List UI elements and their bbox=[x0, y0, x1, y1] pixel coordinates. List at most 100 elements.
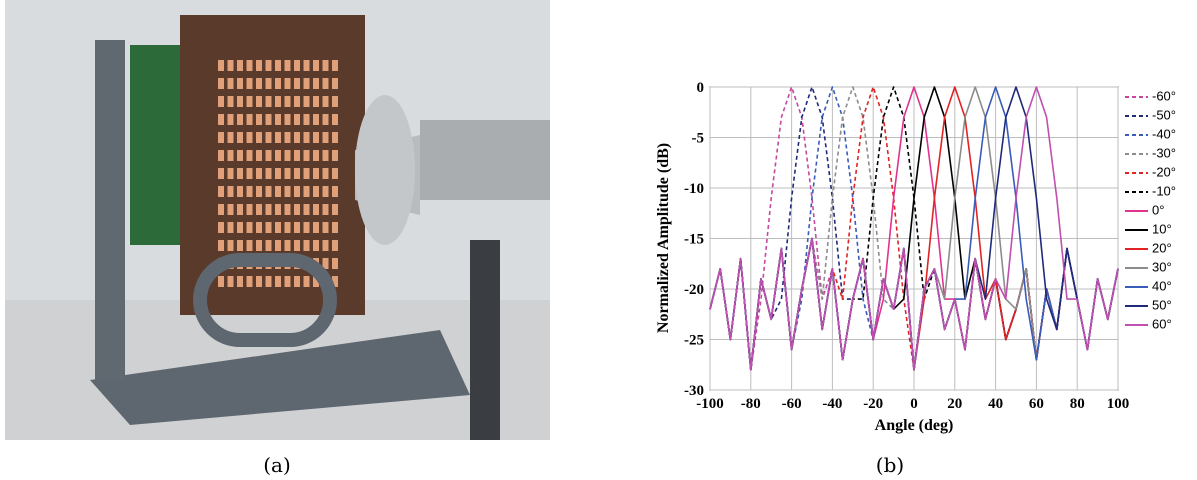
antenna-element bbox=[218, 168, 224, 179]
antenna-element bbox=[246, 186, 253, 197]
antenna-element bbox=[227, 276, 234, 287]
x-tick-label: 60 bbox=[1029, 396, 1044, 412]
antenna-element bbox=[237, 168, 243, 179]
legend: -60° -50° -40° -30° -20° -10° 0° 10° 20° 30° 40° 50… bbox=[1125, 88, 1176, 331]
antenna-element bbox=[303, 222, 310, 233]
legend-label: -50° bbox=[1152, 107, 1176, 122]
antenna-element bbox=[265, 114, 272, 125]
legend-label: -30° bbox=[1152, 145, 1176, 160]
antenna-element bbox=[313, 222, 319, 233]
antenna-element bbox=[237, 60, 243, 71]
antenna-element bbox=[246, 78, 253, 89]
caption-a: (a) bbox=[263, 453, 291, 477]
antenna-element bbox=[332, 222, 338, 233]
antenna-element bbox=[265, 78, 272, 89]
antenna-element bbox=[218, 150, 224, 161]
y-tick-label: -20 bbox=[684, 282, 704, 298]
antenna-element bbox=[275, 132, 281, 143]
antenna-element bbox=[218, 240, 224, 251]
antenna-element bbox=[294, 186, 300, 197]
antenna-element bbox=[265, 204, 272, 215]
antenna-element bbox=[218, 222, 224, 233]
y-tick-label: -30 bbox=[684, 383, 704, 399]
lines bbox=[709, 86, 1119, 371]
antenna-element bbox=[303, 186, 310, 197]
y-axis-label: Normalized Amplitude (dB) bbox=[655, 143, 672, 333]
antenna-element bbox=[227, 114, 234, 125]
antenna-element bbox=[265, 240, 272, 251]
antenna-element bbox=[237, 222, 243, 233]
antenna-element bbox=[256, 276, 262, 287]
antenna-element bbox=[313, 240, 319, 251]
legend-label: -40° bbox=[1152, 126, 1176, 141]
antenna-element bbox=[313, 132, 319, 143]
legend-label: -60° bbox=[1152, 88, 1176, 103]
antenna-element bbox=[275, 96, 281, 107]
antenna-element bbox=[322, 114, 329, 125]
antenna-element bbox=[256, 222, 262, 233]
antenna-element bbox=[227, 150, 234, 161]
antenna-element bbox=[332, 114, 338, 125]
antenna-element bbox=[265, 96, 272, 107]
antenna-element bbox=[313, 96, 319, 107]
antenna-element bbox=[313, 168, 319, 179]
antenna-element bbox=[322, 258, 329, 269]
legend-label: 40° bbox=[1152, 278, 1172, 293]
antenna-element bbox=[246, 240, 253, 251]
antenna-element bbox=[218, 132, 224, 143]
legend-label: -20° bbox=[1152, 164, 1176, 179]
legend-label: 20° bbox=[1152, 240, 1172, 255]
antenna-array bbox=[218, 60, 338, 287]
antenna-element bbox=[227, 240, 234, 251]
antenna-element bbox=[294, 78, 300, 89]
x-tick-label: 80 bbox=[1070, 396, 1085, 412]
photo bbox=[5, 0, 550, 440]
antenna-element bbox=[284, 132, 291, 143]
antenna-element bbox=[284, 60, 291, 71]
antenna-element bbox=[313, 78, 319, 89]
antenna-element bbox=[256, 114, 262, 125]
y-tick-label: -25 bbox=[684, 333, 704, 349]
antenna-element bbox=[322, 204, 329, 215]
legend-label: 0° bbox=[1152, 202, 1164, 217]
legend-label: -10° bbox=[1152, 183, 1176, 198]
antenna-element bbox=[294, 168, 300, 179]
antenna-element bbox=[256, 204, 262, 215]
antenna-element bbox=[256, 186, 262, 197]
antenna-element bbox=[275, 204, 281, 215]
antenna-element bbox=[246, 222, 253, 233]
antenna-element bbox=[275, 150, 281, 161]
antenna-element bbox=[237, 276, 243, 287]
series-line bbox=[709, 86, 1119, 371]
antenna-element bbox=[227, 78, 234, 89]
antenna-element bbox=[246, 204, 253, 215]
caption-b: (b) bbox=[876, 453, 904, 477]
antenna-element bbox=[227, 60, 234, 71]
antenna-element bbox=[284, 114, 291, 125]
y-tick-label: -10 bbox=[684, 181, 704, 197]
antenna-element bbox=[303, 276, 310, 287]
antenna-element bbox=[275, 240, 281, 251]
antenna-element bbox=[313, 186, 319, 197]
stand-base bbox=[90, 330, 470, 425]
antenna-element bbox=[332, 132, 338, 143]
x-tick-label: 100 bbox=[1107, 396, 1130, 412]
antenna-element bbox=[246, 276, 253, 287]
antenna-element bbox=[294, 150, 300, 161]
antenna-element bbox=[303, 240, 310, 251]
horn-aperture bbox=[355, 95, 415, 245]
antenna-element bbox=[303, 78, 310, 89]
x-tick-label: -40 bbox=[822, 396, 842, 412]
x-tick-label: -60 bbox=[782, 396, 802, 412]
horn-post bbox=[470, 240, 500, 440]
antenna-element bbox=[313, 204, 319, 215]
antenna-element bbox=[227, 168, 234, 179]
legend-label: 60° bbox=[1152, 316, 1172, 331]
antenna-element bbox=[313, 114, 319, 125]
antenna-element bbox=[303, 114, 310, 125]
antenna-element bbox=[284, 150, 291, 161]
antenna-element bbox=[332, 276, 338, 287]
x-tick-label: -20 bbox=[863, 396, 883, 412]
antenna-element bbox=[322, 222, 329, 233]
antenna-element bbox=[265, 222, 272, 233]
